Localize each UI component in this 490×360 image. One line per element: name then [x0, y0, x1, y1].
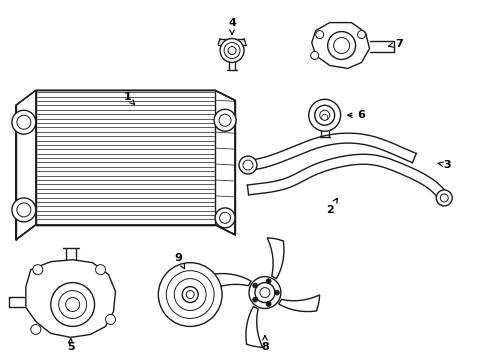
- Text: 3: 3: [438, 160, 451, 170]
- Circle shape: [266, 279, 271, 284]
- Text: 2: 2: [326, 198, 338, 215]
- Polygon shape: [279, 295, 319, 311]
- Circle shape: [12, 198, 36, 222]
- Circle shape: [255, 283, 275, 302]
- Circle shape: [158, 263, 222, 327]
- Circle shape: [66, 298, 80, 311]
- Circle shape: [224, 42, 240, 58]
- Polygon shape: [267, 238, 284, 279]
- Circle shape: [328, 32, 356, 59]
- Circle shape: [220, 212, 231, 223]
- Circle shape: [440, 194, 448, 202]
- Circle shape: [253, 283, 258, 288]
- Polygon shape: [26, 260, 116, 337]
- Polygon shape: [36, 90, 215, 225]
- Text: 7: 7: [389, 39, 403, 49]
- Circle shape: [322, 114, 328, 120]
- Circle shape: [311, 51, 319, 59]
- Text: 9: 9: [174, 253, 185, 269]
- Circle shape: [253, 297, 258, 302]
- Circle shape: [358, 31, 366, 39]
- Text: 1: 1: [123, 92, 135, 104]
- Circle shape: [96, 265, 105, 275]
- Circle shape: [214, 109, 236, 131]
- Text: 5: 5: [67, 339, 74, 352]
- Circle shape: [315, 105, 335, 125]
- Circle shape: [219, 114, 231, 126]
- Circle shape: [186, 291, 194, 298]
- Circle shape: [51, 283, 95, 327]
- Circle shape: [12, 110, 36, 134]
- Circle shape: [33, 265, 43, 275]
- Text: 6: 6: [347, 110, 366, 120]
- Circle shape: [436, 190, 452, 206]
- Circle shape: [105, 315, 116, 324]
- Circle shape: [334, 37, 349, 54]
- Circle shape: [260, 288, 270, 298]
- Text: 8: 8: [261, 336, 269, 352]
- Circle shape: [228, 46, 236, 54]
- Polygon shape: [215, 90, 235, 235]
- Circle shape: [31, 324, 41, 334]
- Circle shape: [220, 39, 244, 62]
- Circle shape: [249, 276, 281, 309]
- Circle shape: [174, 279, 206, 310]
- Circle shape: [59, 291, 87, 319]
- Circle shape: [17, 115, 31, 129]
- Circle shape: [309, 99, 341, 131]
- Polygon shape: [312, 23, 369, 68]
- Circle shape: [182, 287, 198, 302]
- Polygon shape: [16, 90, 36, 240]
- Text: 4: 4: [228, 18, 236, 34]
- Polygon shape: [246, 306, 263, 347]
- Circle shape: [266, 301, 271, 306]
- Circle shape: [316, 31, 324, 39]
- Circle shape: [274, 290, 279, 295]
- Circle shape: [243, 160, 253, 170]
- Polygon shape: [210, 274, 251, 290]
- Circle shape: [166, 271, 214, 319]
- Circle shape: [215, 208, 235, 228]
- Circle shape: [17, 203, 31, 217]
- Circle shape: [239, 156, 257, 174]
- Circle shape: [319, 110, 330, 120]
